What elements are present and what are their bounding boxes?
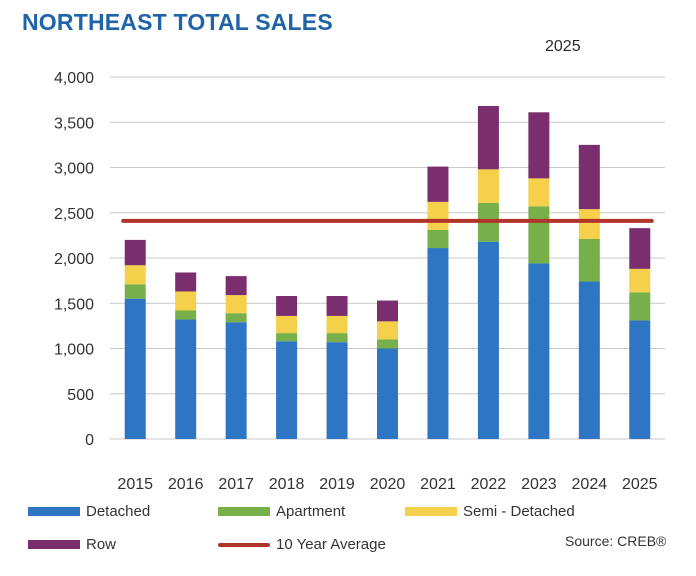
bar-apartment-2019 [326, 333, 348, 343]
bar-detached-2022 [477, 241, 499, 439]
bar-row-2017 [225, 276, 247, 296]
bar-apartment-2023 [528, 206, 550, 264]
legend-swatch-row [28, 540, 80, 549]
y-tick-label-1500: 1,500 [54, 296, 94, 313]
legend-row: Row [28, 536, 116, 553]
x-tick-label-2015: 2015 [117, 476, 153, 493]
bar-semi-detached-2019 [326, 315, 348, 334]
x-tick-label-2025: 2025 [622, 476, 658, 493]
bar-row-2016 [175, 272, 197, 292]
y-tick-label-1000: 1,000 [54, 342, 94, 359]
bar-detached-2020 [377, 348, 398, 439]
y-tick-label-4000: 4,000 [54, 70, 94, 87]
bar-semi-detached-2025 [629, 268, 651, 293]
y-tick-label-3000: 3,000 [54, 161, 94, 178]
y-tick-label-500: 500 [67, 387, 94, 404]
x-tick-label-2020: 2020 [370, 476, 406, 493]
bar-row-2019 [326, 296, 348, 316]
bar-detached-2018 [276, 341, 298, 439]
bar-semi-detached-2017 [225, 295, 247, 314]
bar-row-2023 [528, 112, 550, 179]
bar-semi-detached-2020 [377, 321, 398, 340]
legend-swatch-semi-detached [405, 507, 457, 516]
bar-semi-detached-2015 [124, 265, 146, 285]
bar-row-2022 [477, 105, 499, 170]
legend-label-row: Row [86, 536, 117, 553]
legend-swatch-apartment [218, 507, 270, 516]
bar-detached-2025 [629, 320, 651, 439]
y-tick-label-3500: 3,500 [54, 115, 94, 132]
bar-apartment-2015 [124, 284, 146, 299]
bar-apartment-2025 [629, 292, 651, 321]
bar-detached-2015 [124, 298, 146, 439]
bar-row-2024 [578, 144, 600, 210]
bar-semi-detached-2018 [276, 315, 298, 334]
bar-detached-2016 [175, 319, 197, 439]
x-tick-label-2022: 2022 [471, 476, 507, 493]
legend-label-apartment: Apartment [276, 503, 346, 520]
bar-detached-2021 [427, 248, 449, 439]
y-tick-label-2000: 2,000 [54, 251, 94, 268]
bar-row-2025 [629, 228, 651, 269]
y-tick-label-0: 0 [85, 432, 94, 449]
chart-title: NORTHEAST TOTAL SALES [22, 9, 333, 35]
bar-apartment-2020 [377, 339, 398, 349]
bar-apartment-2017 [225, 313, 247, 323]
bar-row-2015 [124, 239, 146, 266]
legend-swatch-10-year-average [218, 542, 270, 547]
bar-semi-detached-2024 [578, 209, 600, 239]
bar-detached-2024 [578, 281, 600, 439]
legend-label-detached: Detached [86, 503, 151, 520]
bar-apartment-2018 [276, 333, 298, 342]
bar-semi-detached-2022 [477, 169, 499, 203]
x-tick-label-2018: 2018 [269, 476, 305, 493]
bar-apartment-2016 [175, 310, 197, 320]
bar-row-2018 [276, 296, 298, 316]
bar-semi-detached-2016 [175, 291, 197, 311]
bar-semi-detached-2023 [528, 178, 550, 207]
bar-apartment-2021 [427, 229, 449, 249]
x-tick-label-2017: 2017 [218, 476, 254, 493]
bar-row-2020 [377, 300, 398, 322]
legend-apartment: Apartment [218, 503, 345, 520]
legend-10-year-average: 10 Year Average [218, 536, 386, 553]
x-tick-label-2019: 2019 [319, 476, 355, 493]
chart-subtitle: 2025 [545, 38, 581, 55]
legend-label-semi-detached: Semi - Detached [463, 503, 575, 520]
bar-row-2021 [427, 166, 449, 202]
legend-semi-detached: Semi - Detached [405, 503, 575, 520]
bar-semi-detached-2021 [427, 201, 449, 230]
x-tick-label-2021: 2021 [420, 476, 456, 493]
source-credit: Source: CREB® [565, 533, 667, 549]
x-tick-label-2016: 2016 [168, 476, 204, 493]
legend-detached: Detached [28, 503, 150, 520]
legend-label-10-year-average: 10 Year Average [276, 536, 386, 553]
bar-apartment-2024 [578, 238, 600, 282]
x-tick-label-2023: 2023 [521, 476, 557, 493]
x-tick-label-2024: 2024 [572, 476, 608, 493]
bar-detached-2017 [225, 322, 247, 439]
legend-swatch-detached [28, 507, 80, 516]
bar-detached-2019 [326, 342, 348, 439]
y-tick-label-2500: 2,500 [54, 206, 94, 223]
bar-detached-2023 [528, 263, 550, 439]
